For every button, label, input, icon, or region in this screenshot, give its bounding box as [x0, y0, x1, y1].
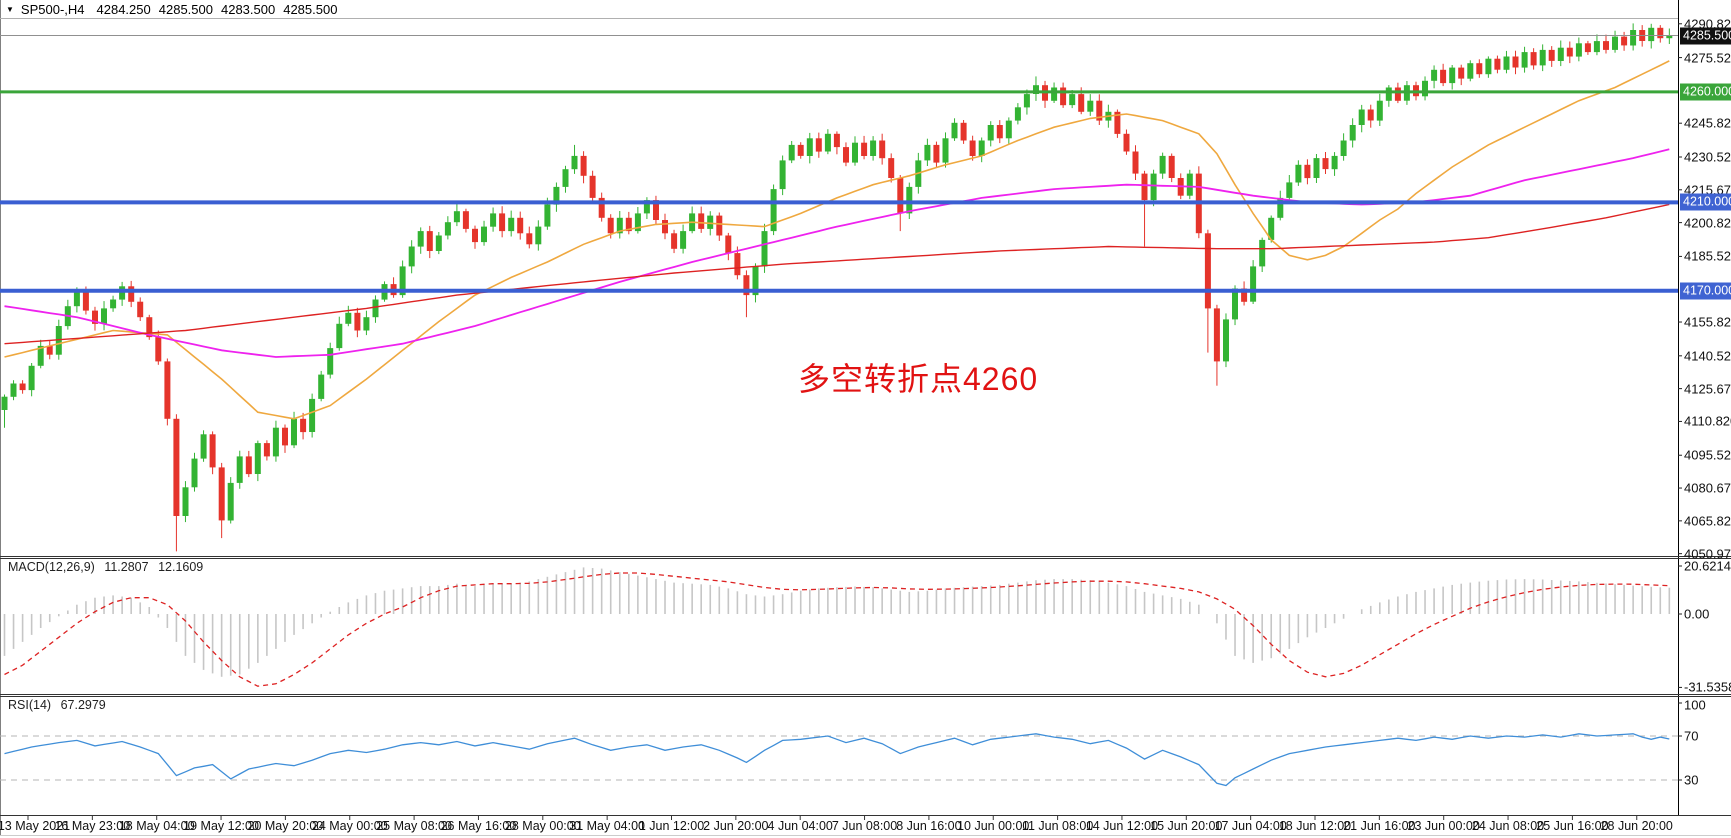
rsi-axis-label: 70: [1684, 728, 1699, 744]
ma-red-line: [4, 203, 1670, 345]
price-tick-label: 4125.670: [1684, 381, 1731, 397]
time-tick-label: 15 Jun 20:00: [1150, 819, 1223, 833]
price-tick-label: 4185.520: [1684, 248, 1731, 264]
macd-indicator-label: MACD(12,26,9) 11.2807 12.1609: [8, 560, 209, 574]
macd-name: MACD(12,26,9): [8, 560, 95, 574]
price-tick-label: 4080.670: [1684, 480, 1731, 496]
ohlc-high: 4285.500: [158, 2, 213, 17]
time-tick-label: 25 May 08:00: [376, 819, 452, 833]
time-tick-label: 28 May 00:00: [504, 819, 581, 833]
candlestick-series: [1, 23, 1673, 552]
chart-dropdown-icon[interactable]: ▼: [6, 5, 14, 14]
time-tick-label: 2 Jun 20:00: [703, 819, 769, 833]
price-tick-label: 4065.820: [1684, 513, 1731, 529]
time-tick-label: 4 Jun 04:00: [767, 819, 833, 833]
time-tick-label: 18 Jun 12:00: [1278, 819, 1352, 833]
rsi-indicator-label: RSI(14) 67.2979: [8, 698, 112, 712]
time-tick-label: 23 Jun 00:00: [1407, 819, 1480, 833]
ma-orange-line: [4, 60, 1670, 420]
price-tick-label: 4095.520: [1684, 447, 1731, 463]
macd-axis-label: 0.00: [1684, 606, 1710, 622]
time-tick-label: 21 Jun 16:00: [1343, 819, 1416, 833]
green-level-badge: 4260.000: [1680, 83, 1731, 101]
time-tick-label: 20 May 20:00: [247, 819, 324, 833]
ohlc-open: 4284.250: [96, 2, 151, 17]
macd-axis-label: -31.5358: [1684, 679, 1731, 695]
price-tick-label: 4140.520: [1684, 348, 1731, 364]
time-tick-label: 11 Jun 08:00: [1021, 819, 1094, 833]
time-tick-label: 16 May 23:00: [54, 819, 131, 833]
rsi-value: 67.2979: [60, 698, 106, 712]
rsi-axis-label: 30: [1684, 772, 1699, 788]
time-tick-label: 17 Jun 04:00: [1214, 819, 1287, 833]
time-tick-label: 14 Jun 12:00: [1085, 819, 1159, 833]
chart-title: ▼ SP500-,H4 4284.250 4285.500 4283.500 4…: [6, 2, 345, 17]
price-tick-label: 4275.520: [1684, 50, 1731, 66]
price-tick-label: 4050.970: [1684, 546, 1731, 562]
price-tick-label: 4245.820: [1684, 115, 1731, 131]
main-chart-panel[interactable]: [0, 19, 1678, 556]
price-tick-label: 4155.820: [1684, 314, 1731, 330]
current-price-badge: 4285.500: [1680, 27, 1731, 45]
rsi-name: RSI(14): [8, 698, 52, 712]
time-tick-label: 13 May 2021: [0, 819, 71, 833]
time-tick-label: 26 May 16:00: [440, 819, 517, 833]
macd-value-main: 11.2807: [104, 560, 149, 574]
rsi-axis-label: 100: [1684, 697, 1706, 713]
price-tick-label: 4215.670: [1684, 182, 1731, 198]
time-tick-label: 18 May 04:00: [118, 819, 195, 833]
time-tick-label: 19 May 12:00: [183, 819, 259, 833]
time-tick-label: 28 Jun 20:00: [1600, 819, 1673, 833]
macd-axis-label: 20.6214: [1684, 558, 1731, 574]
annotation-text: 多空转折点4260: [798, 361, 1039, 397]
price-tick-label: 4110.820: [1684, 413, 1731, 429]
macd-histogram: [3, 567, 1671, 677]
price-tick-label: 4230.520: [1684, 149, 1731, 165]
time-tick-label: 8 Jun 16:00: [896, 819, 962, 833]
time-tick-label: 31 May 04:00: [569, 819, 646, 833]
price-tick-label: 4200.820: [1684, 215, 1731, 231]
time-tick-label: 24 Jun 08:00: [1471, 819, 1545, 833]
macd-signal-line: [4, 572, 1670, 687]
rsi-line: [4, 733, 1670, 787]
blue-level-badge-4210: 4210.000: [1680, 193, 1731, 211]
ohlc-close: 4285.500: [283, 2, 338, 17]
time-tick-label: 7 Jun 08:00: [831, 819, 898, 833]
symbol-period-label: SP500-,H4: [20, 2, 85, 17]
macd-value-signal: 12.1609: [158, 560, 204, 574]
rsi-panel[interactable]: [0, 697, 1678, 815]
time-tick-label: 24 May 00:00: [311, 819, 388, 833]
time-tick-label: 10 Jun 00:00: [957, 819, 1030, 833]
ohlc-low: 4283.500: [220, 2, 276, 17]
time-tick-label: 1 Jun 12:00: [638, 819, 705, 833]
time-tick-label: 25 Jun 16:00: [1536, 819, 1609, 833]
blue-level-badge-4170: 4170.000: [1680, 282, 1731, 300]
macd-panel[interactable]: [0, 559, 1678, 694]
